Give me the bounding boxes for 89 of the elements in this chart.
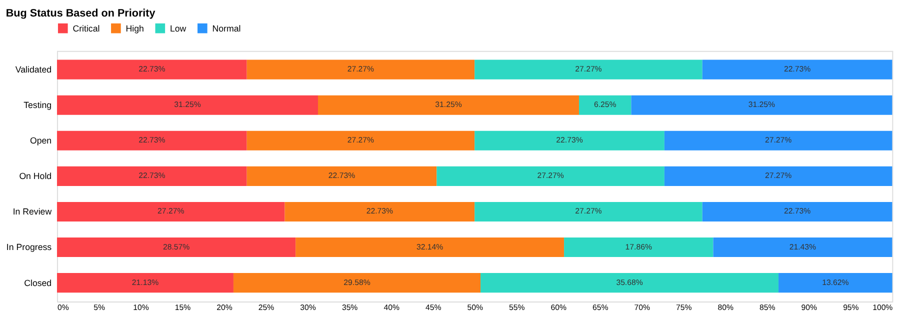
data-label: 31.25% bbox=[174, 100, 201, 110]
x-tick-label: 85% bbox=[760, 302, 776, 312]
x-tick-label: 25% bbox=[258, 302, 274, 312]
bar bbox=[56, 130, 247, 150]
bar bbox=[474, 130, 664, 150]
data-label: 27.27% bbox=[347, 136, 374, 145]
bar bbox=[474, 202, 702, 222]
bar bbox=[296, 238, 564, 258]
bar bbox=[246, 166, 437, 186]
x-tick-label: 30% bbox=[300, 302, 316, 312]
data-label: 22.73% bbox=[556, 136, 583, 145]
legend-label: Critical bbox=[72, 23, 100, 34]
bar bbox=[480, 273, 779, 293]
data-label: 29.58% bbox=[344, 278, 370, 287]
bar bbox=[56, 95, 318, 115]
data-label: 22.73% bbox=[138, 171, 166, 180]
data-label: 21.13% bbox=[132, 278, 159, 287]
chart-title: Bug Status Based on Priority bbox=[6, 8, 156, 20]
bar bbox=[246, 130, 475, 150]
x-tick-label: 95% bbox=[843, 302, 859, 312]
data-label: 22.73% bbox=[328, 171, 356, 180]
x-tick-label: 15% bbox=[174, 302, 191, 312]
data-label: 35.68% bbox=[616, 278, 643, 287]
data-label: 27.27% bbox=[158, 206, 184, 216]
x-tick-label: 20% bbox=[216, 302, 232, 312]
data-label: 27.27% bbox=[347, 64, 374, 74]
bar bbox=[702, 202, 892, 222]
bar bbox=[631, 95, 892, 115]
y-tick-label: In Progress bbox=[6, 242, 52, 252]
bar bbox=[246, 60, 475, 80]
bar bbox=[56, 273, 234, 293]
x-tick-label: 100% bbox=[872, 302, 893, 312]
x-tick-label: 70% bbox=[634, 302, 650, 312]
data-label: 31.25% bbox=[748, 100, 776, 110]
bar bbox=[56, 60, 247, 80]
data-label: 22.73% bbox=[784, 206, 811, 216]
x-tick-label: 40% bbox=[384, 302, 400, 312]
x-tick-label: 0% bbox=[57, 302, 69, 312]
x-tick-label: 55% bbox=[508, 302, 525, 312]
data-label: 22.73% bbox=[138, 64, 166, 74]
x-tick-label: 90% bbox=[801, 302, 818, 312]
y-tick-label: In Review bbox=[12, 206, 52, 217]
bar bbox=[318, 95, 579, 115]
x-tick-label: 35% bbox=[342, 302, 358, 312]
bar bbox=[702, 60, 892, 80]
data-label: 27.27% bbox=[575, 206, 602, 216]
data-label: 27.27% bbox=[764, 171, 792, 180]
legend-label: High bbox=[126, 23, 144, 34]
data-label: 32.14% bbox=[416, 242, 444, 252]
legend-label: Low bbox=[170, 23, 187, 34]
bar bbox=[664, 130, 892, 150]
x-tick-label: 60% bbox=[550, 302, 566, 312]
data-label: 6.25% bbox=[594, 100, 616, 110]
y-tick-label: Testing bbox=[24, 100, 52, 110]
x-tick-label: 75% bbox=[676, 302, 692, 312]
bar bbox=[778, 273, 892, 293]
bar bbox=[436, 166, 664, 186]
data-label: 31.25% bbox=[435, 100, 462, 110]
data-label: 22.73% bbox=[784, 64, 811, 74]
bar bbox=[233, 273, 481, 293]
data-label: 27.27% bbox=[575, 64, 602, 74]
y-tick-label: Validated bbox=[15, 64, 52, 75]
x-tick-label: 50% bbox=[467, 302, 483, 312]
data-label: 27.27% bbox=[537, 171, 564, 180]
legend-label: Normal bbox=[212, 23, 241, 34]
data-label: 28.57% bbox=[162, 242, 190, 252]
x-tick-label: 10% bbox=[133, 302, 149, 312]
bar bbox=[713, 238, 892, 258]
x-tick-label: 45% bbox=[425, 302, 442, 312]
y-tick-label: Closed bbox=[24, 278, 52, 288]
data-label: 21.43% bbox=[789, 242, 816, 252]
data-label: 27.27% bbox=[764, 136, 792, 145]
x-tick-label: 80% bbox=[718, 302, 734, 312]
bar bbox=[564, 238, 714, 258]
bar bbox=[56, 166, 247, 186]
bar bbox=[56, 238, 296, 258]
bar bbox=[56, 202, 285, 222]
bar bbox=[664, 166, 892, 186]
data-label: 22.73% bbox=[138, 136, 166, 145]
data-label: 22.73% bbox=[366, 206, 394, 216]
bar bbox=[578, 95, 632, 115]
y-tick-label: Open bbox=[30, 136, 52, 146]
data-label: 17.86% bbox=[625, 242, 652, 252]
bar bbox=[474, 60, 702, 80]
x-tick-label: 5% bbox=[94, 302, 105, 312]
data-label: 13.62% bbox=[822, 278, 849, 287]
bar bbox=[284, 202, 475, 222]
x-tick-label: 65% bbox=[592, 302, 608, 312]
y-tick-label: On Hold bbox=[19, 171, 52, 182]
